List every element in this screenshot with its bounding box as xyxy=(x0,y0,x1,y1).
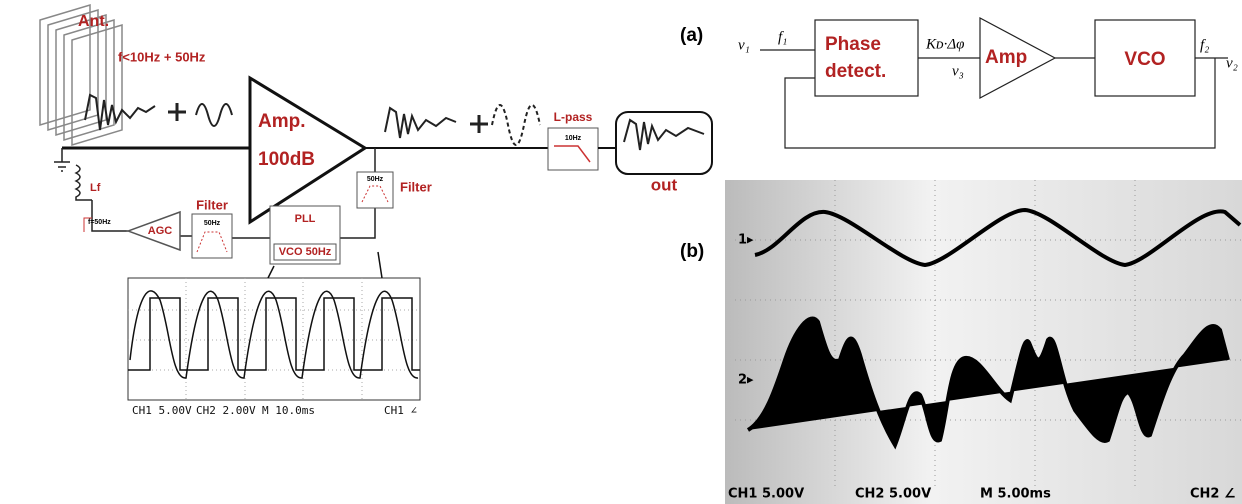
inductor-freq-mark xyxy=(83,217,92,232)
ground xyxy=(54,148,70,172)
right-scope-trigger: CH2 ∠ xyxy=(1190,487,1236,502)
agc-label: AGC xyxy=(148,225,173,237)
v3-label: v₃ xyxy=(952,63,964,79)
filter-bottom-curve xyxy=(196,231,228,253)
detector-line1: Phase xyxy=(825,34,881,55)
panel-b-label: (b) xyxy=(680,241,704,262)
filter-top-box xyxy=(356,171,394,209)
filter-top-label: Filter xyxy=(400,179,432,194)
right-scope-ch2: CH2 5.00V xyxy=(855,487,931,502)
amp-block-label: Amp xyxy=(985,47,1027,68)
trace1-marker: 1▸ xyxy=(738,233,754,248)
block-lines xyxy=(760,49,1228,149)
lowpass-label: L-pass xyxy=(554,110,593,124)
lowpass-curve xyxy=(554,145,591,163)
f-out-label: f₂ xyxy=(1200,37,1209,53)
output-wave xyxy=(623,118,705,151)
output-label: out xyxy=(651,175,678,194)
antenna-icon xyxy=(39,3,123,147)
left-scope xyxy=(127,277,421,401)
output-v-label: v₂ xyxy=(1226,55,1238,71)
output-waves xyxy=(384,104,541,146)
amp-label: Amp. xyxy=(258,111,306,132)
amp-triangle xyxy=(979,17,1057,99)
left-scope-time: M 10.0ms xyxy=(262,404,315,417)
left-scope-ch2: CH2 2.00V xyxy=(196,404,256,417)
phase-detector xyxy=(814,19,919,97)
filter-top-freq: 50Hz xyxy=(367,176,384,183)
input-label: v₁ xyxy=(738,37,750,53)
vco-box xyxy=(273,243,337,261)
f-in-label: f₁ xyxy=(778,29,787,45)
lowpass-cutoff: 10Hz xyxy=(565,135,582,142)
filter-bottom-freq: 50Hz xyxy=(204,220,221,227)
trace2-marker: 2▸ xyxy=(738,373,754,388)
right-scope-time: M 5.00ms xyxy=(980,487,1051,502)
scope-photo xyxy=(725,180,1242,504)
feedback-lines xyxy=(91,148,376,239)
filter-top-curve xyxy=(361,185,389,203)
pll-label: PLL xyxy=(295,213,316,225)
inductor xyxy=(74,164,92,201)
amp-gain: 100dB xyxy=(258,149,315,170)
input-waves xyxy=(84,93,233,131)
left-scope-trigger: CH1 ∠ xyxy=(384,404,417,417)
vco-block xyxy=(1094,19,1196,97)
scope-arrows xyxy=(267,251,383,279)
amplifier xyxy=(248,75,368,225)
scope-trace-2 xyxy=(746,316,1230,450)
left-scope-ch1: CH1 5.00V xyxy=(132,404,192,417)
detector-line2: detect. xyxy=(825,61,886,82)
antenna-label: Ant. xyxy=(78,13,109,30)
right-scope-ch1: CH1 5.00V xyxy=(728,487,804,502)
inductor-freq: f=50Hz xyxy=(88,219,111,226)
signal-label: f<10Hz + 50Hz xyxy=(118,49,206,64)
kd-label: Kᴅ·Δφ xyxy=(925,36,964,52)
panel-a-label: (a) xyxy=(680,25,703,46)
vco-label: VCO 50Hz xyxy=(279,246,332,258)
inductor-label: Lf xyxy=(90,182,101,194)
vco-block-label: VCO xyxy=(1124,49,1165,70)
filter-bottom-label: Filter xyxy=(196,197,228,212)
agc-triangle xyxy=(125,210,181,252)
filter-bottom-box xyxy=(191,213,233,259)
